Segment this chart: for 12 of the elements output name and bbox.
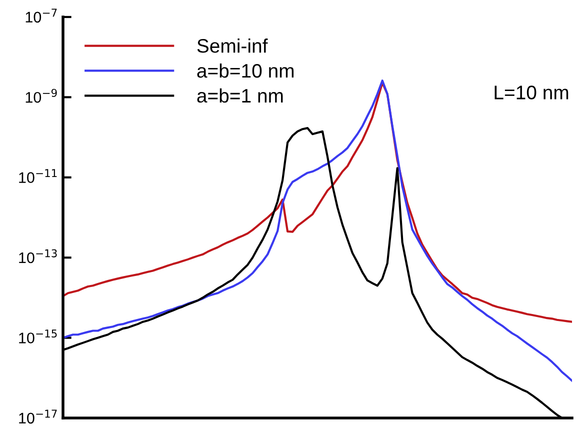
line-series — [63, 82, 572, 323]
y-tick-label: 10$^{−13}$ — [19, 249, 57, 264]
legend-label: Semi-inf — [197, 38, 268, 53]
y-tick-label: 10$^{−15}$ — [19, 330, 57, 344]
y-tick-label: 10$^{−11}$ — [19, 169, 57, 183]
annotation: L=10 nm — [494, 86, 568, 100]
legend-label: a=b=1 nm — [197, 88, 283, 103]
y-tick-label: 10$^{−9}$ — [26, 88, 57, 103]
y-tick-label: 10$^{−17}$ — [19, 410, 57, 424]
legend-label: a=b=10 nm — [197, 63, 294, 78]
line-series — [63, 80, 572, 382]
y-tick-label: 10$^{−7}$ — [26, 8, 57, 23]
